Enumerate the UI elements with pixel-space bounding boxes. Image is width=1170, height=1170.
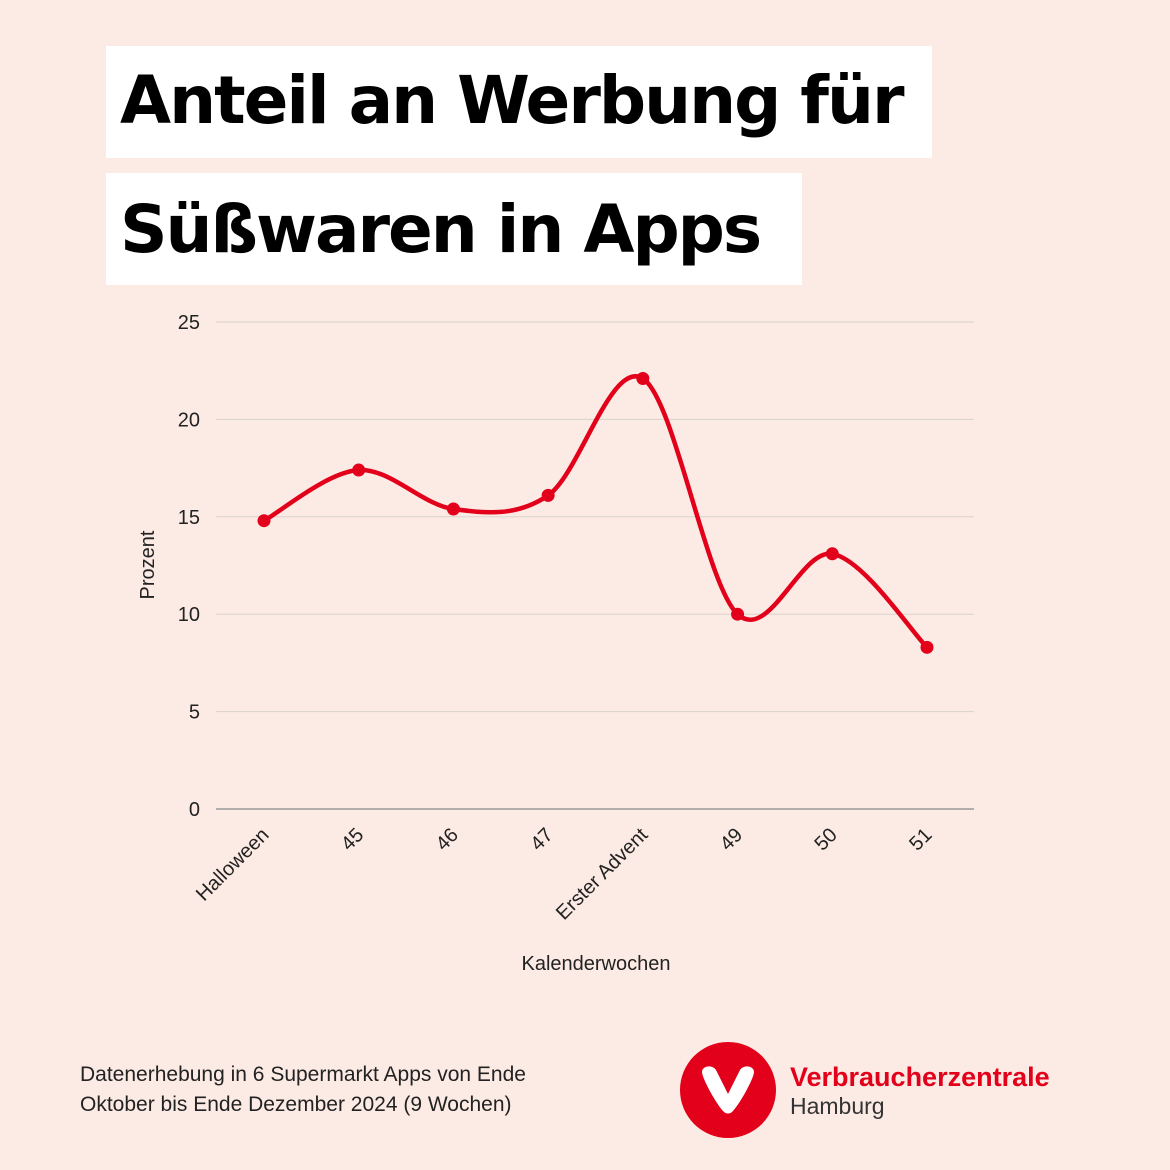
data-point — [920, 640, 934, 654]
footnote-line-1: Datenerhebung in 6 Supermarkt Apps von E… — [80, 1063, 526, 1086]
data-point — [636, 371, 650, 385]
y-tick-label: 25 — [178, 312, 200, 334]
y-tick-label: 0 — [189, 799, 200, 821]
x-tick-label: 50 — [811, 824, 842, 855]
x-tick-label: 45 — [337, 824, 368, 855]
title-line-1-text: Anteil an Werbung für — [120, 62, 905, 139]
footnote-line-2: Oktober bis Ende Dezember 2024 (9 Wochen… — [80, 1093, 512, 1116]
title-line-1: Anteil an Werbung für — [106, 46, 932, 158]
y-tick-label: 20 — [178, 409, 200, 431]
y-tick-label: 10 — [178, 604, 200, 626]
y-tick-label: 15 — [178, 507, 200, 529]
data-points — [257, 371, 934, 654]
x-tick-label: Erster Advent — [552, 824, 653, 925]
x-axis-label: Kalenderwochen — [522, 953, 671, 975]
x-tick-label: 47 — [526, 824, 557, 855]
data-point — [731, 607, 745, 621]
v-heart-logo-icon — [680, 1042, 776, 1138]
data-point — [541, 488, 555, 502]
chart-grid — [216, 321, 974, 810]
brand-city: Hamburg — [790, 1093, 885, 1119]
series-line — [261, 374, 930, 650]
x-tick-label: 46 — [432, 824, 463, 855]
x-tick-label: 51 — [905, 824, 936, 855]
data-point — [257, 514, 271, 528]
title-line-2-text: Süßwaren in Apps — [120, 191, 762, 268]
x-tick-label: 49 — [716, 824, 747, 855]
title-line-2: Süßwaren in Apps — [106, 173, 802, 285]
brand: Verbraucherzentrale Hamburg — [790, 1064, 1050, 1118]
footnote: Datenerhebung in 6 Supermarkt Apps von E… — [80, 1060, 526, 1120]
data-point — [446, 502, 460, 516]
data-point — [825, 547, 839, 561]
brand-name: Verbraucherzentrale — [790, 1062, 1050, 1092]
y-tick-label: 5 — [189, 702, 200, 724]
y-axis-label: Prozent — [137, 530, 159, 599]
y-tick-labels: 0 5 10 15 20 25 — [178, 312, 200, 821]
x-tick-label: Halloween — [192, 824, 274, 906]
data-point — [352, 463, 366, 477]
